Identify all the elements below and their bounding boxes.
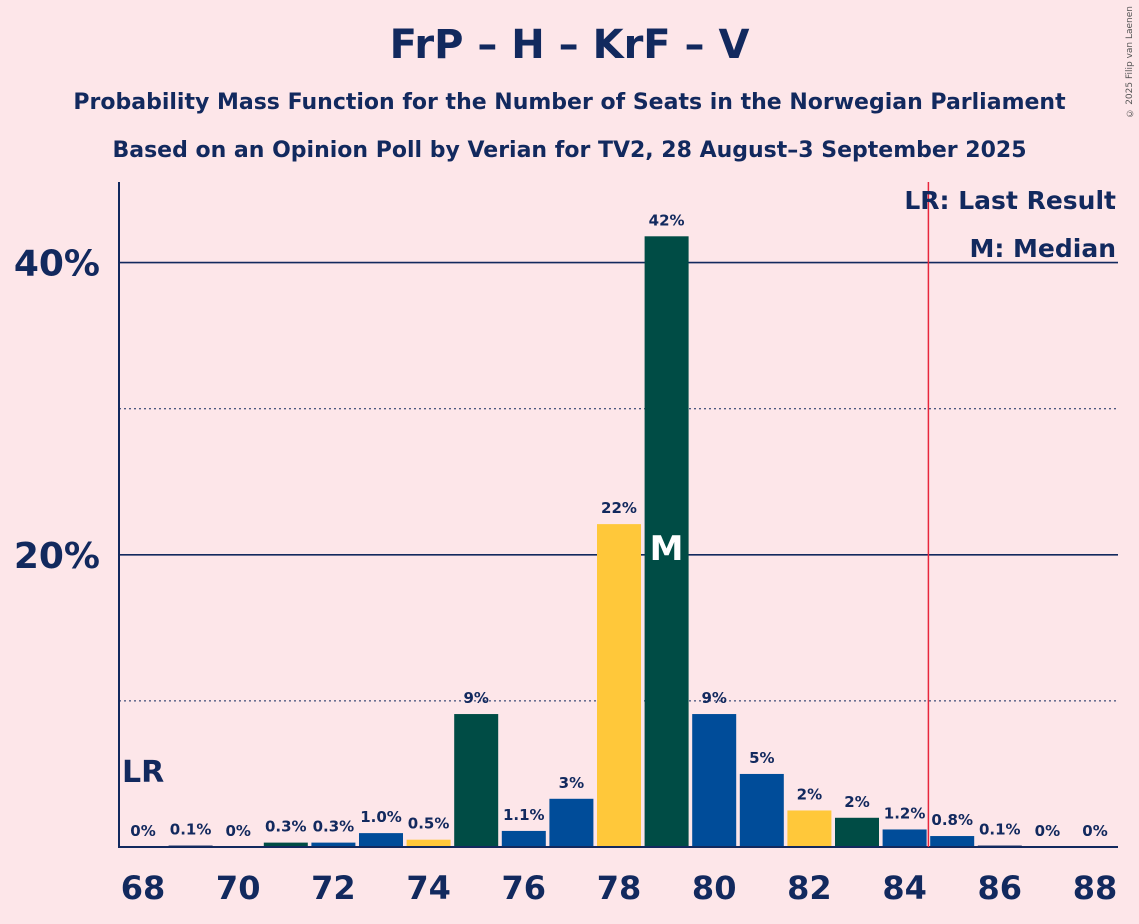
- bar-label-76: 1.1%: [503, 806, 545, 824]
- chart-title: FrP – H – KrF – V: [389, 22, 750, 68]
- bar-79: [644, 236, 689, 847]
- y-tick-label: 20%: [14, 536, 100, 577]
- x-tick-label: 82: [787, 869, 832, 907]
- x-tick-label: 70: [216, 869, 261, 907]
- chart-subtitle-2: Based on an Opinion Poll by Verian for T…: [112, 138, 1027, 163]
- bar-label-87: 0%: [1035, 822, 1060, 840]
- bar-labels: 0% 0.1% 0% 0.3% 0.3% 1.0% 0.5% 9% 1.1% 3% 22% 42% 9%…: [130, 211, 1107, 840]
- x-tick-label: 80: [692, 869, 737, 907]
- bar-label-79: 42%: [649, 211, 685, 229]
- bar-label-72: 0.3%: [313, 818, 355, 836]
- bar-label-73: 1.0%: [360, 808, 402, 826]
- median-marker: M: [650, 529, 684, 569]
- bar-label-84: 1.2%: [884, 804, 926, 822]
- bar-label-71: 0.3%: [265, 818, 307, 836]
- bar-label-74: 0.5%: [408, 815, 450, 833]
- bar-83: [835, 817, 879, 847]
- bar-75: [454, 714, 499, 847]
- bar-85: [930, 836, 975, 847]
- chart-subtitle-1: Probability Mass Function for the Number…: [73, 90, 1066, 115]
- bar-78: [597, 524, 641, 847]
- bar-label-70: 0%: [225, 822, 250, 840]
- bars: [168, 236, 1022, 847]
- x-tick-label: 72: [311, 869, 356, 907]
- x-tick-label: 88: [1073, 869, 1118, 907]
- x-tick-label: 76: [502, 869, 547, 907]
- bar-72: [311, 842, 356, 847]
- bar-76: [501, 830, 546, 847]
- x-tick-label: 86: [978, 869, 1023, 907]
- bar-label-85: 0.8%: [931, 811, 973, 829]
- bar-73: [359, 833, 403, 847]
- bar-82: [787, 810, 832, 847]
- x-tick-label: 78: [597, 869, 642, 907]
- bar-81: [739, 773, 784, 847]
- bar-label-69: 0.1%: [170, 821, 212, 839]
- bar-label-86: 0.1%: [979, 821, 1021, 839]
- bar-84: [882, 829, 927, 847]
- bar-77: [549, 798, 594, 847]
- y-tick-label: 40%: [14, 244, 100, 285]
- legend-last-result: LR: Last Result: [904, 186, 1116, 215]
- annotations: LR M LR: Last Result M: Median: [122, 182, 1116, 847]
- bar-label-81: 5%: [749, 749, 774, 767]
- bar-label-77: 3%: [559, 774, 584, 792]
- bar-74: [406, 839, 451, 847]
- axes: 20% 40% 68 70 72 74 76 78 80 82 84 86 88: [14, 182, 1118, 907]
- bar-label-82: 2%: [797, 785, 822, 803]
- bar-label-78: 22%: [601, 499, 637, 517]
- bar-71: [263, 842, 308, 847]
- bar-label-68: 0%: [130, 822, 155, 840]
- bar-80: [692, 714, 737, 847]
- bar-label-80: 9%: [701, 689, 726, 707]
- bar-label-75: 9%: [463, 689, 488, 707]
- x-tick-label: 74: [406, 869, 451, 907]
- bar-label-83: 2%: [844, 793, 869, 811]
- bar-label-88: 0%: [1082, 822, 1107, 840]
- x-tick-label: 68: [121, 869, 166, 907]
- legend-median: M: Median: [969, 234, 1116, 263]
- last-result-marker: LR: [122, 755, 164, 790]
- x-tick-label: 84: [882, 869, 927, 907]
